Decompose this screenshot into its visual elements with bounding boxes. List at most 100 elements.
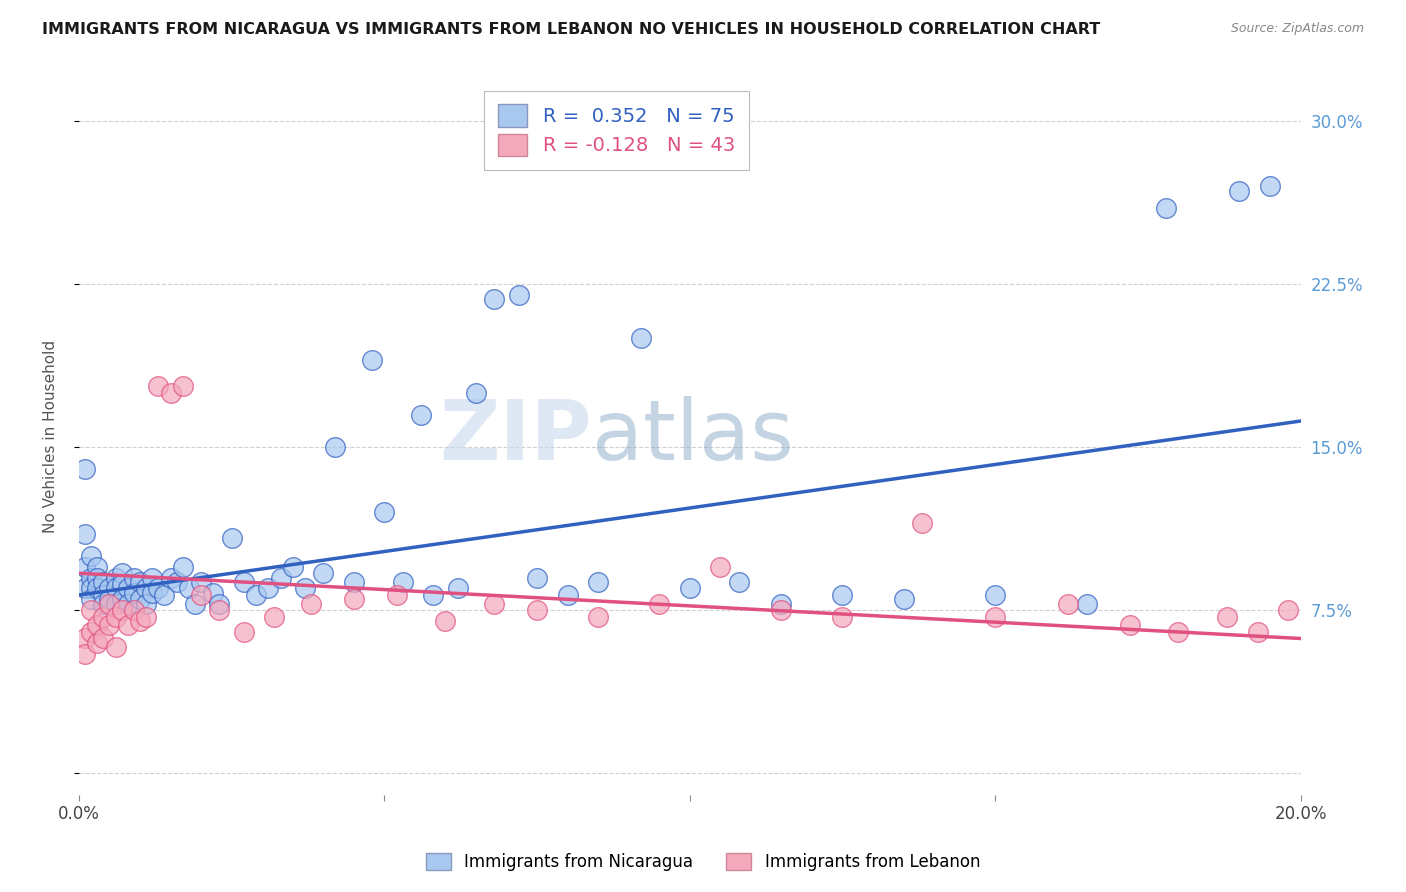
Point	[221, 532, 243, 546]
Point	[135, 597, 157, 611]
Point	[526, 603, 548, 617]
Point	[135, 582, 157, 596]
Point	[484, 292, 506, 306]
Point	[434, 614, 457, 628]
Point	[1057, 597, 1080, 611]
Point	[373, 505, 395, 519]
Point	[73, 647, 96, 661]
Point	[73, 462, 96, 476]
Point	[122, 571, 145, 585]
Point	[80, 592, 103, 607]
Point	[679, 582, 702, 596]
Point	[1118, 618, 1140, 632]
Point	[117, 618, 139, 632]
Point	[361, 353, 384, 368]
Point	[586, 574, 609, 589]
Point	[893, 592, 915, 607]
Point	[153, 588, 176, 602]
Point	[294, 582, 316, 596]
Point	[508, 288, 530, 302]
Point	[1154, 201, 1177, 215]
Point	[422, 588, 444, 602]
Point	[80, 624, 103, 639]
Point	[129, 592, 152, 607]
Point	[1076, 597, 1098, 611]
Point	[727, 574, 749, 589]
Point	[73, 527, 96, 541]
Point	[159, 571, 181, 585]
Point	[98, 582, 121, 596]
Point	[630, 331, 652, 345]
Point	[391, 574, 413, 589]
Point	[98, 597, 121, 611]
Point	[484, 597, 506, 611]
Point	[98, 618, 121, 632]
Point	[232, 574, 254, 589]
Point	[232, 624, 254, 639]
Point	[104, 609, 127, 624]
Point	[104, 597, 127, 611]
Point	[270, 571, 292, 585]
Point	[911, 516, 934, 531]
Point	[80, 571, 103, 585]
Point	[172, 379, 194, 393]
Point	[93, 588, 115, 602]
Point	[1247, 624, 1270, 639]
Legend: Immigrants from Nicaragua, Immigrants from Lebanon: Immigrants from Nicaragua, Immigrants fr…	[418, 845, 988, 880]
Point	[325, 440, 347, 454]
Point	[148, 379, 170, 393]
Point	[141, 586, 163, 600]
Point	[166, 574, 188, 589]
Point	[86, 582, 108, 596]
Point	[104, 640, 127, 655]
Point	[129, 614, 152, 628]
Point	[117, 597, 139, 611]
Point	[141, 571, 163, 585]
Point	[984, 609, 1007, 624]
Point	[122, 603, 145, 617]
Point	[343, 574, 366, 589]
Point	[111, 566, 134, 581]
Point	[299, 597, 322, 611]
Point	[1277, 603, 1299, 617]
Point	[111, 592, 134, 607]
Point	[648, 597, 671, 611]
Point	[385, 588, 408, 602]
Point	[190, 574, 212, 589]
Point	[465, 385, 488, 400]
Point	[93, 609, 115, 624]
Point	[172, 559, 194, 574]
Point	[86, 559, 108, 574]
Text: atlas: atlas	[592, 396, 794, 476]
Point	[73, 559, 96, 574]
Point	[1216, 609, 1239, 624]
Point	[93, 597, 115, 611]
Point	[80, 603, 103, 617]
Point	[245, 588, 267, 602]
Point	[343, 592, 366, 607]
Point	[159, 385, 181, 400]
Point	[446, 582, 468, 596]
Text: Source: ZipAtlas.com: Source: ZipAtlas.com	[1230, 22, 1364, 36]
Point	[409, 408, 432, 422]
Point	[93, 574, 115, 589]
Point	[557, 588, 579, 602]
Point	[80, 582, 103, 596]
Point	[73, 582, 96, 596]
Point	[129, 574, 152, 589]
Point	[117, 582, 139, 596]
Legend: R =  0.352   N = 75, R = -0.128   N = 43: R = 0.352 N = 75, R = -0.128 N = 43	[484, 91, 748, 169]
Point	[86, 571, 108, 585]
Point	[1167, 624, 1189, 639]
Point	[770, 597, 793, 611]
Point	[98, 592, 121, 607]
Text: IMMIGRANTS FROM NICARAGUA VS IMMIGRANTS FROM LEBANON NO VEHICLES IN HOUSEHOLD CO: IMMIGRANTS FROM NICARAGUA VS IMMIGRANTS …	[42, 22, 1101, 37]
Point	[184, 597, 207, 611]
Point	[111, 603, 134, 617]
Point	[208, 603, 231, 617]
Point	[86, 618, 108, 632]
Text: ZIP: ZIP	[440, 396, 592, 476]
Point	[831, 588, 853, 602]
Point	[263, 609, 285, 624]
Point	[1229, 184, 1251, 198]
